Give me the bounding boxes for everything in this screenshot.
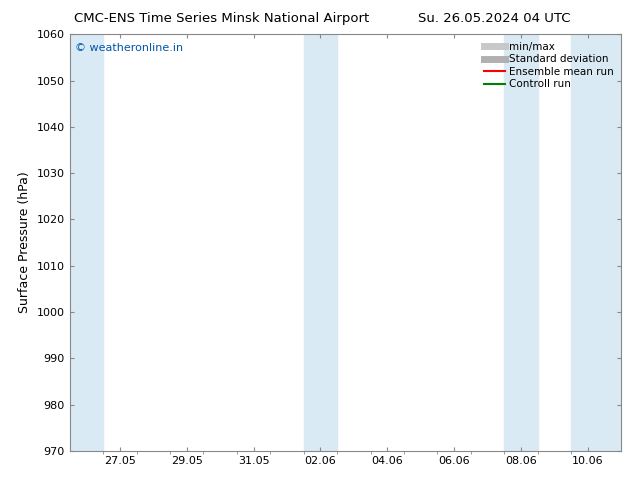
Bar: [571, 34, 621, 451]
Text: Su. 26.05.2024 04 UTC: Su. 26.05.2024 04 UTC: [418, 12, 571, 25]
Legend: min/max, Standard deviation, Ensemble mean run, Controll run: min/max, Standard deviation, Ensemble me…: [482, 40, 616, 92]
Text: © weatheronline.in: © weatheronline.in: [75, 43, 183, 52]
Text: CMC-ENS Time Series Minsk National Airport: CMC-ENS Time Series Minsk National Airpo…: [74, 12, 370, 25]
Bar: [504, 34, 538, 451]
Y-axis label: Surface Pressure (hPa): Surface Pressure (hPa): [18, 172, 31, 314]
Bar: [304, 34, 337, 451]
Bar: [70, 34, 103, 451]
